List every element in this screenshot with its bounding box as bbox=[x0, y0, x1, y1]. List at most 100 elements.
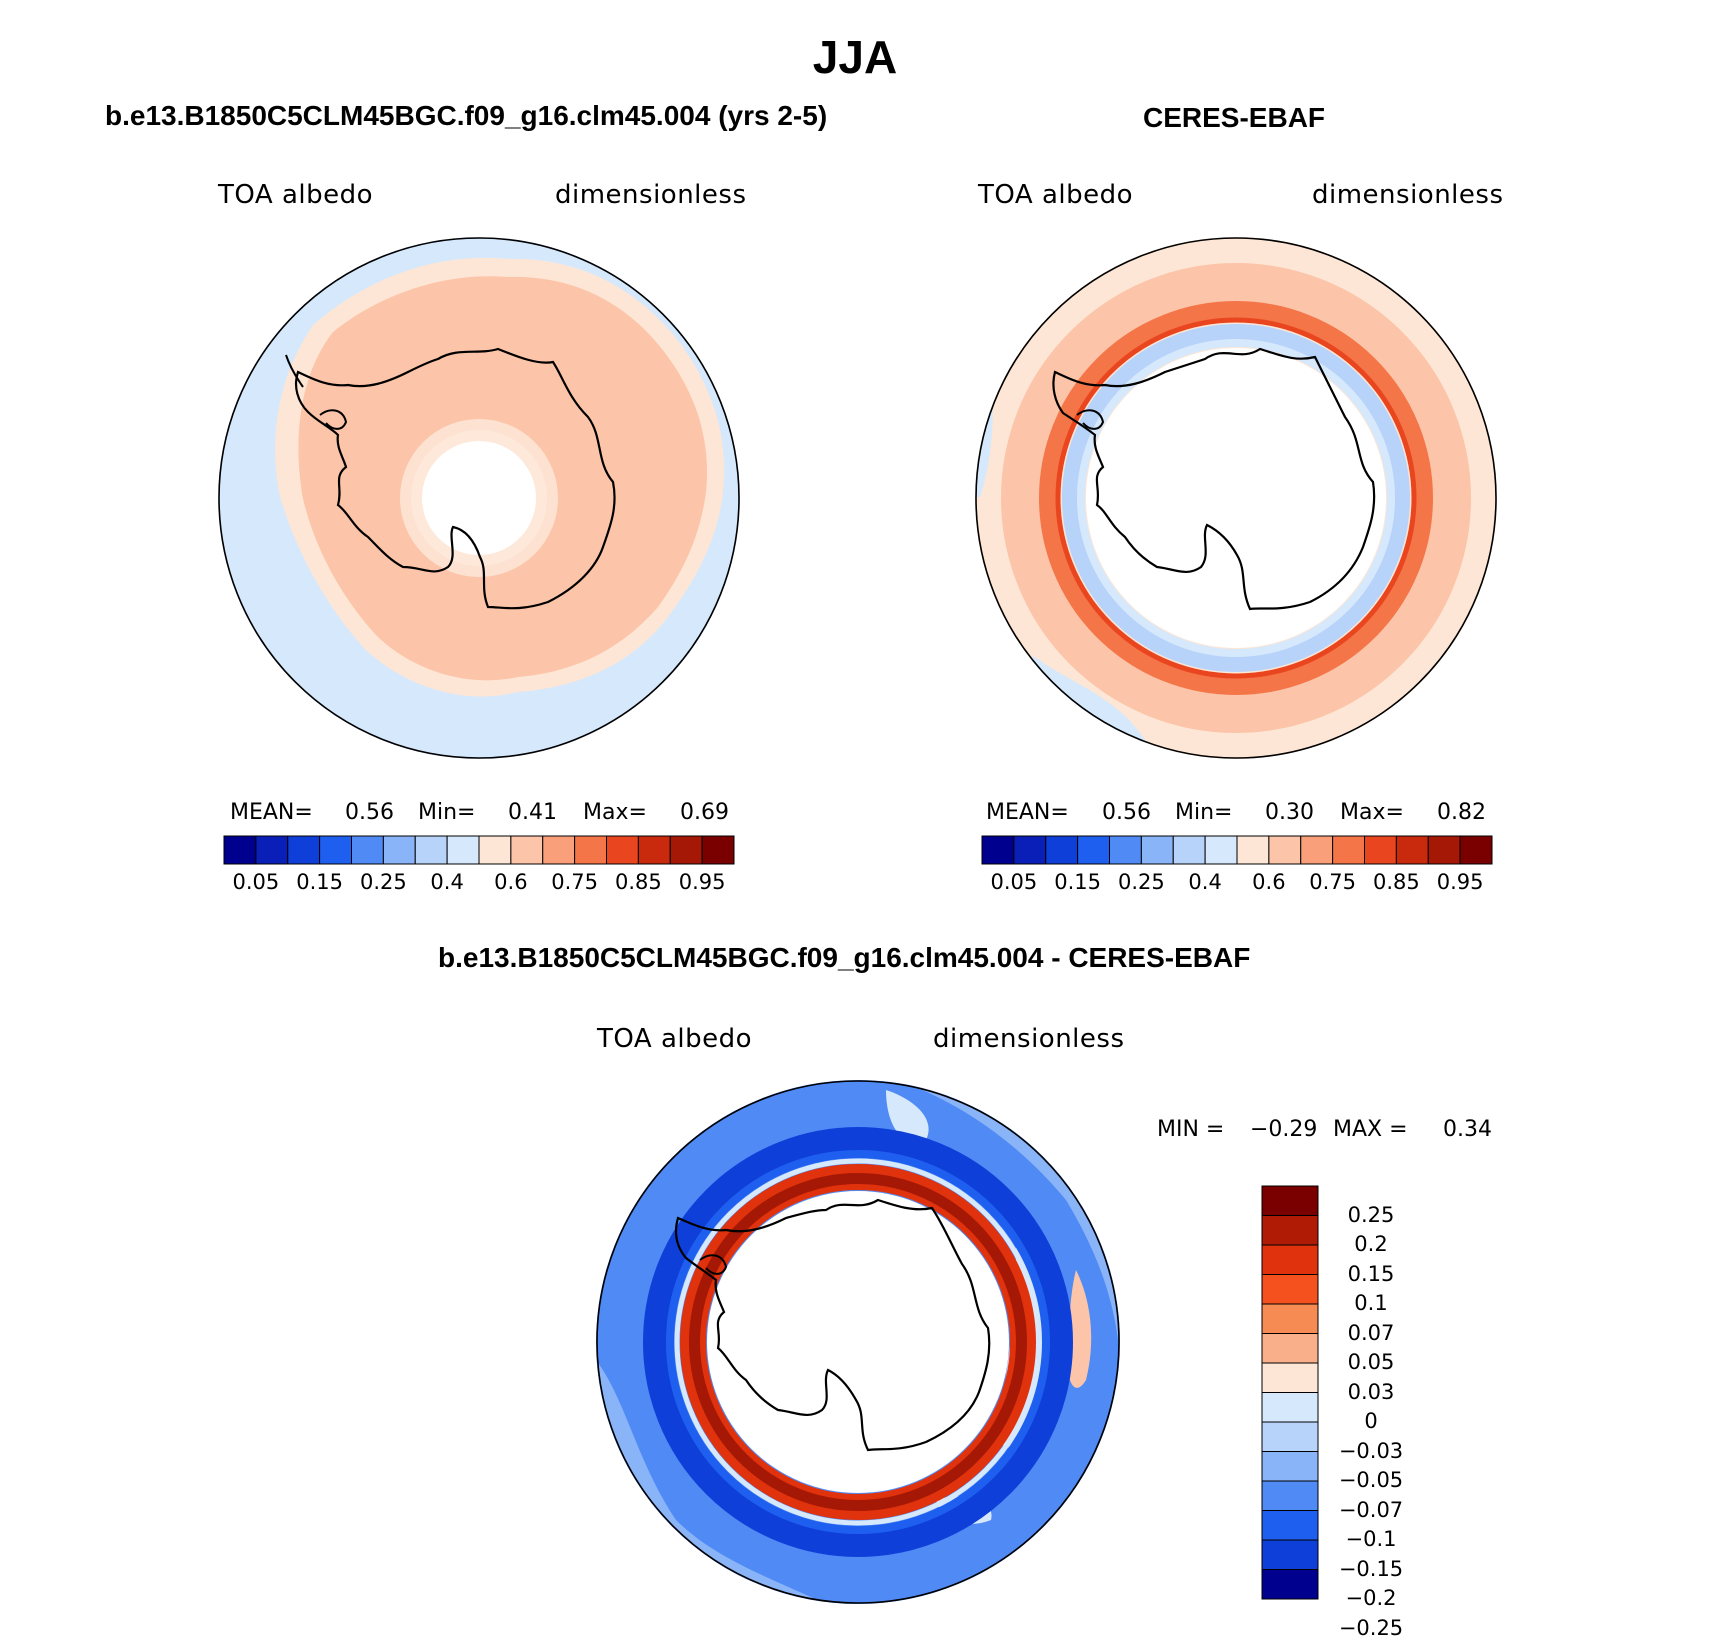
obs-colorbar-tick-label: 0.05 bbox=[990, 870, 1038, 894]
model-colorbar-tick-label: 0.95 bbox=[678, 870, 726, 894]
obs-colorbar-swatch bbox=[1109, 835, 1142, 865]
diff-colorbar-tick-label: −0.2 bbox=[1345, 1586, 1397, 1610]
diff-colorbar-swatch bbox=[1261, 1215, 1319, 1246]
obs-colorbar-tick-label: 0.25 bbox=[1117, 870, 1165, 894]
main-title: JJA bbox=[812, 31, 898, 83]
diff-colorbar-swatch bbox=[1261, 1185, 1319, 1216]
diff-colorbar-swatch bbox=[1261, 1569, 1319, 1600]
model-polar-map bbox=[218, 237, 740, 759]
diff-colorbar-swatch bbox=[1261, 1539, 1319, 1570]
obs-colorbar-swatch bbox=[1268, 835, 1302, 865]
model-colorbar-tick-label: 0.15 bbox=[296, 870, 343, 894]
diff-colorbar-tick-label: 0.1 bbox=[1354, 1291, 1388, 1315]
diff-colorbar-tick-label: 0.2 bbox=[1354, 1232, 1388, 1256]
model-colorbar bbox=[223, 835, 735, 865]
diff-colorbar-tick-label: −0.15 bbox=[1338, 1556, 1404, 1581]
obs-colorbar-swatch bbox=[1364, 835, 1397, 865]
model-colorbar-ticks: 0.05 0.15 0.25 0.4 0.6 0.75 0.85 0.95 bbox=[224, 870, 734, 898]
model-panel-title: b.e13.B1850C5CLM45BGC.f09_g16.clm45.004 … bbox=[105, 100, 828, 131]
model-colorbar-tick-label: 0.6 bbox=[494, 870, 528, 894]
diff-colorbar-swatch bbox=[1261, 1451, 1319, 1482]
obs-min-value: 0.30 bbox=[1265, 800, 1314, 825]
diff-colorbar-swatch bbox=[1261, 1303, 1319, 1334]
diff-colorbar-tick-label: 0.25 bbox=[1347, 1202, 1395, 1227]
diff-colorbar-tick-label: −0.07 bbox=[1338, 1497, 1404, 1522]
model-colorbar-swatch bbox=[351, 835, 384, 865]
obs-antarctica-coastline bbox=[1052, 347, 1376, 611]
model-colorbar-swatch bbox=[414, 835, 448, 865]
diff-colorbar-tick-label: 0 bbox=[1364, 1409, 1378, 1433]
diff-min-label: MIN = bbox=[1157, 1117, 1225, 1142]
obs-colorbar-tick-label: 0.95 bbox=[1436, 870, 1484, 894]
diff-polar-map bbox=[596, 1080, 1120, 1604]
model-colorbar-swatch bbox=[637, 835, 671, 865]
obs-units-label: dimensionless bbox=[1312, 180, 1504, 210]
obs-colorbar-swatch bbox=[1332, 835, 1365, 865]
diff-variable-label: TOA albedo bbox=[597, 1024, 753, 1054]
diff-colorbar-tick-label: 0.07 bbox=[1347, 1320, 1395, 1345]
obs-mean-value: 0.56 bbox=[1102, 800, 1151, 825]
obs-colorbar-swatch bbox=[1459, 835, 1493, 865]
obs-colorbar-swatch bbox=[1172, 835, 1206, 865]
obs-colorbar-tick-label: 0.6 bbox=[1252, 870, 1286, 894]
model-pole-hole bbox=[411, 430, 547, 566]
diff-colorbar-tick-label: 0.15 bbox=[1347, 1261, 1395, 1286]
diff-antarctica-coastline bbox=[675, 1198, 991, 1452]
model-variable-label: TOA albedo bbox=[218, 180, 374, 210]
obs-colorbar-swatch bbox=[1395, 835, 1429, 865]
obs-panel-title: CERES-EBAF bbox=[1143, 102, 1326, 133]
model-colorbar-swatch bbox=[478, 835, 512, 865]
model-colorbar-swatch bbox=[319, 835, 352, 865]
model-colorbar-swatch bbox=[446, 835, 480, 865]
model-mean-value: 0.56 bbox=[345, 800, 394, 825]
model-min-value: 0.41 bbox=[508, 800, 557, 825]
diff-max-label: MAX = bbox=[1333, 1117, 1408, 1142]
diff-colorbar-swatch bbox=[1261, 1244, 1319, 1275]
model-colorbar-swatch bbox=[255, 835, 289, 865]
obs-mean-label: MEAN= bbox=[986, 800, 1069, 825]
diff-colorbar-swatch bbox=[1261, 1362, 1319, 1393]
model-max-value: 0.69 bbox=[680, 800, 729, 825]
model-colorbar-tick-label: 0.05 bbox=[232, 870, 280, 894]
obs-colorbar-tick-label: 0.75 bbox=[1309, 870, 1356, 894]
obs-colorbar-swatch bbox=[1236, 835, 1270, 865]
obs-min-label: Min= bbox=[1175, 800, 1233, 825]
obs-colorbar-swatch bbox=[1077, 835, 1110, 865]
model-colorbar-swatch bbox=[701, 835, 735, 865]
diff-min-value: −0.29 bbox=[1250, 1117, 1318, 1142]
obs-colorbar-swatch bbox=[1427, 835, 1461, 865]
obs-pole-hole bbox=[1086, 348, 1386, 648]
diff-colorbar-swatch bbox=[1261, 1333, 1319, 1364]
model-max-label: Max= bbox=[583, 800, 647, 825]
model-colorbar-tick-label: 0.85 bbox=[614, 870, 662, 894]
model-mean-label: MEAN= bbox=[230, 800, 313, 825]
obs-colorbar-ticks: 0.05 0.15 0.25 0.4 0.6 0.75 0.85 0.95 bbox=[982, 870, 1492, 898]
diff-colorbar-tick-label: −0.05 bbox=[1338, 1468, 1404, 1492]
model-colorbar-swatch bbox=[382, 835, 416, 865]
obs-colorbar-swatch bbox=[1204, 835, 1238, 865]
diff-colorbar bbox=[1261, 1185, 1319, 1600]
diff-colorbar-swatch bbox=[1261, 1392, 1319, 1423]
obs-colorbar-swatch bbox=[1300, 835, 1334, 865]
obs-colorbar-swatch bbox=[981, 835, 1015, 865]
diff-colorbar-ticks: 0.25 0.2 0.15 0.1 0.07 0.05 0.03 0 −0.03 −0.05 −0.… bbox=[1326, 1186, 1416, 1640]
obs-polar-map bbox=[975, 237, 1497, 759]
model-colorbar-swatch bbox=[542, 835, 576, 865]
obs-colorbar-swatch bbox=[1013, 835, 1047, 865]
obs-max-label: Max= bbox=[1340, 800, 1404, 825]
model-units-label: dimensionless bbox=[555, 180, 747, 210]
obs-variable-label: TOA albedo bbox=[978, 180, 1134, 210]
model-antarctica-coastline bbox=[294, 347, 616, 610]
diff-colorbar-tick-label: −0.25 bbox=[1338, 1615, 1404, 1640]
model-colorbar-tick-label: 0.4 bbox=[430, 870, 464, 894]
diff-pole-hole bbox=[707, 1191, 1009, 1493]
obs-colorbar-tick-label: 0.85 bbox=[1372, 870, 1420, 894]
diff-panel-title: b.e13.B1850C5CLM45BGC.f09_g16.clm45.004 … bbox=[438, 942, 1251, 973]
obs-colorbar bbox=[981, 835, 1493, 865]
diff-colorbar-swatch bbox=[1261, 1480, 1319, 1511]
obs-colorbar-tick-label: 0.15 bbox=[1054, 870, 1101, 894]
diff-colorbar-swatch bbox=[1261, 1421, 1319, 1452]
obs-max-value: 0.82 bbox=[1437, 800, 1486, 825]
model-colorbar-swatch bbox=[287, 835, 321, 865]
model-colorbar-swatch bbox=[223, 835, 257, 865]
